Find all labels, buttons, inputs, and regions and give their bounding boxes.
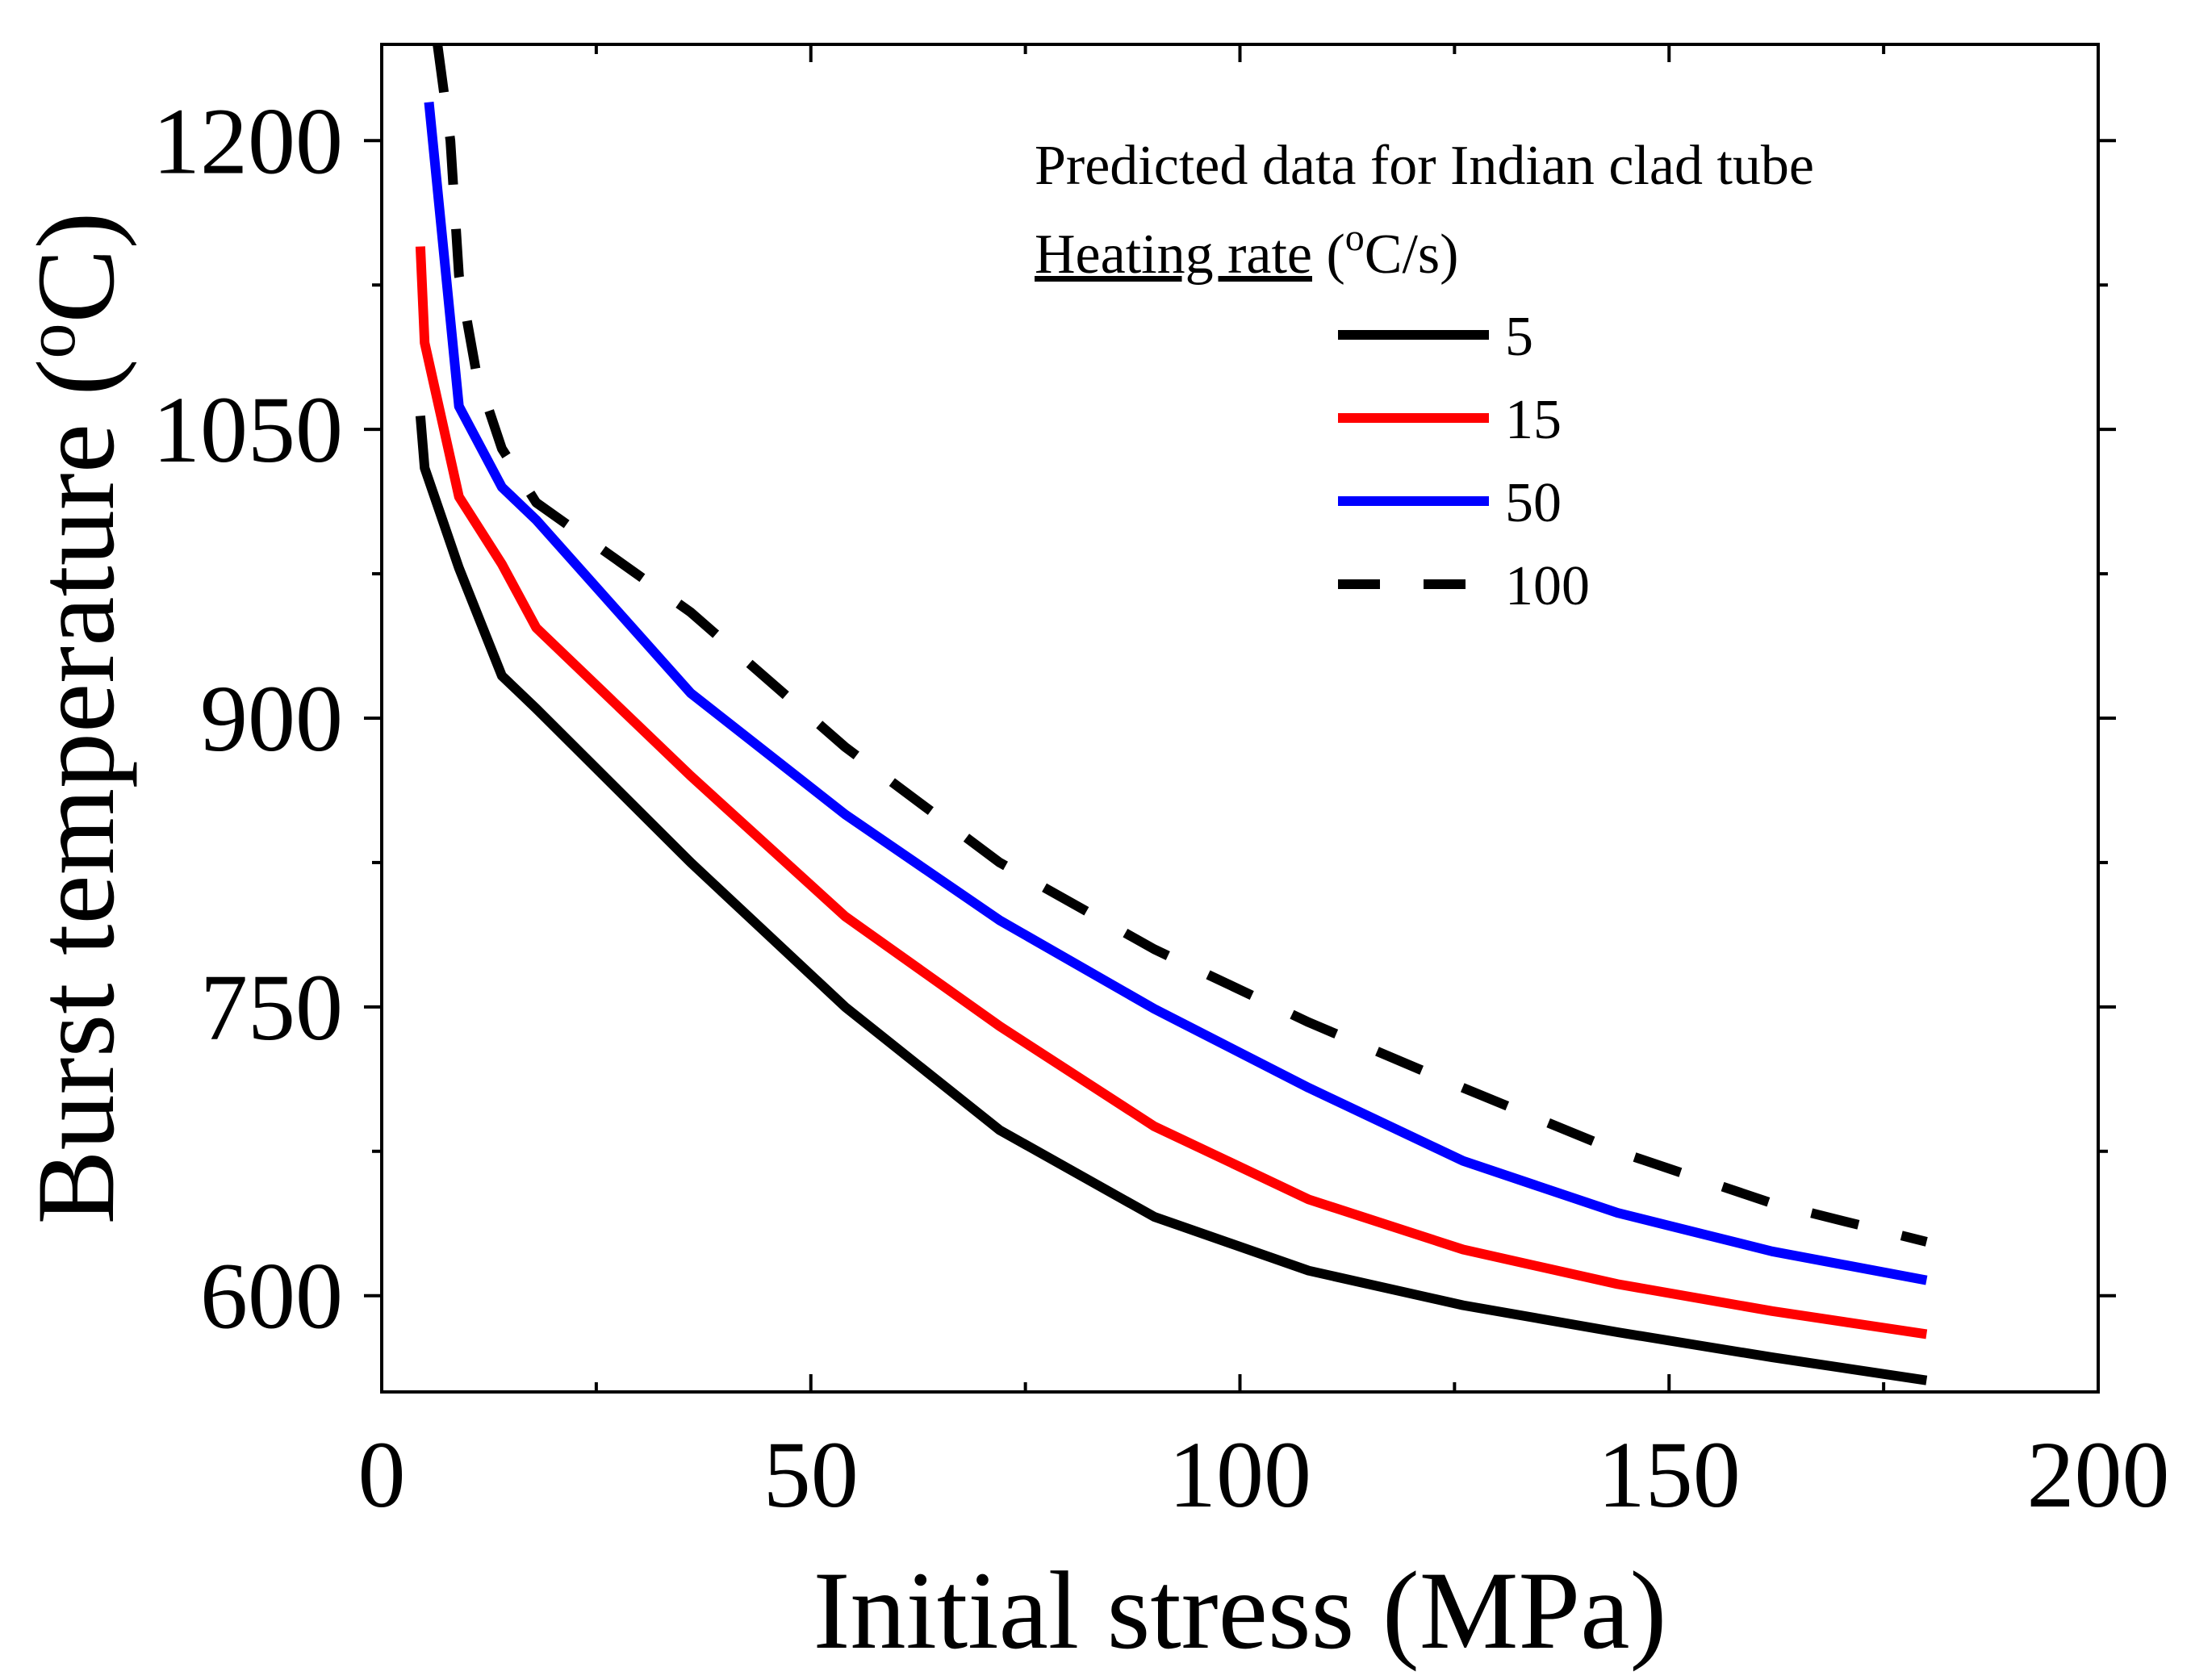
x-tick-label: 200 (2027, 1422, 2170, 1527)
legend-subtitle: Heating rate (oC/s) (1035, 216, 1459, 286)
series-line-100 (433, 44, 1928, 1247)
legend-label-5: 5 (1505, 306, 1533, 368)
legend-subtitle-open: ( (1312, 224, 1345, 286)
x-tick-label: 0 (358, 1422, 406, 1527)
legend-label-100: 100 (1505, 555, 1590, 617)
series-layer (415, 44, 1928, 1385)
legend-label-50: 50 (1505, 472, 1562, 534)
legend-title: Predicted data for Indian clad tube (1035, 135, 1814, 197)
legend-entries: 5 15 50 100 (1338, 306, 1590, 617)
x-axis-title: Initial stress (MPa) (813, 1548, 1667, 1672)
y-axis-title: Burst temperature (oC) (12, 212, 137, 1225)
y-tick-label: 1050 (153, 377, 343, 483)
series-line-5 (415, 415, 1928, 1385)
y-axis-title-end: C) (14, 212, 137, 324)
y-tick-label: 900 (200, 666, 343, 771)
y-axis-title-main: Burst temperature ( (14, 359, 137, 1225)
y-tick-label: 750 (200, 955, 343, 1060)
y-tick-label: 1200 (153, 88, 343, 194)
x-tick-label: 150 (1598, 1422, 1741, 1527)
x-tick-label: 50 (763, 1422, 859, 1527)
series-line-15 (415, 246, 1928, 1339)
legend-subtitle-superscript: o (1345, 216, 1365, 259)
y-axis-title-superscript: o (12, 324, 90, 359)
y-tick-label: 600 (200, 1243, 343, 1349)
legend-subtitle-heating-rate: Heating rate (1035, 224, 1312, 286)
legend-label-15: 15 (1505, 389, 1562, 451)
tick-layer: 0 50 100 150 200 600 750 900 1050 1200 (153, 44, 2170, 1527)
legend-subtitle-close: C/s) (1365, 224, 1459, 286)
x-tick-label: 100 (1169, 1422, 1311, 1527)
series-line-50 (424, 102, 1928, 1285)
